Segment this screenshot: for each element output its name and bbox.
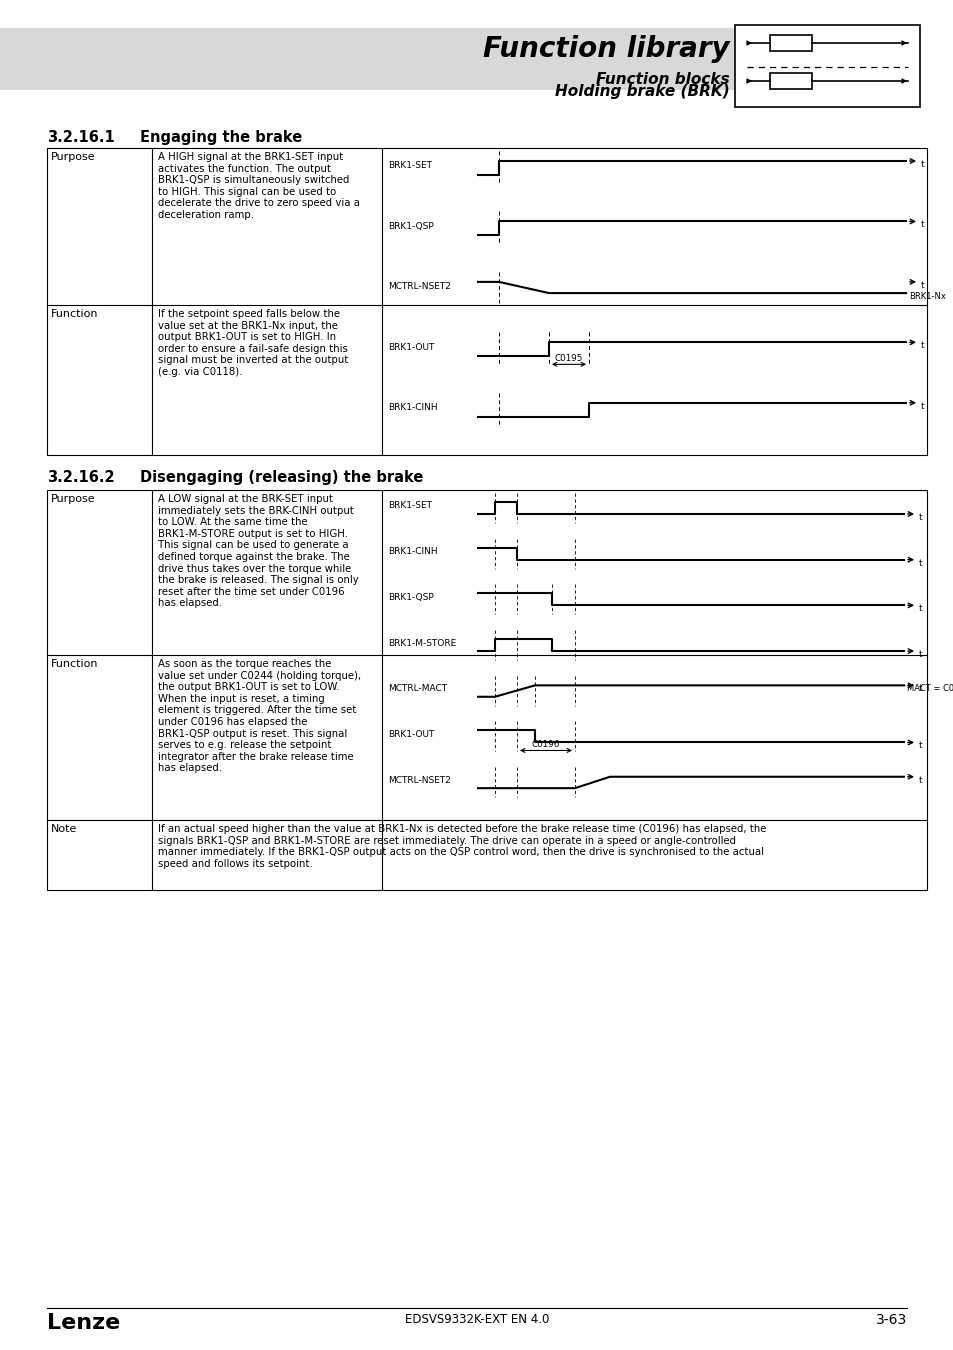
Text: t: t <box>918 776 922 784</box>
Bar <box>734 26 919 107</box>
Text: 3-63: 3-63 <box>875 1314 906 1327</box>
Text: BRK1-SET: BRK1-SET <box>388 501 432 510</box>
Text: t: t <box>920 220 923 230</box>
Text: BRK1-OUT: BRK1-OUT <box>388 343 434 352</box>
Text: 3.2.16.2: 3.2.16.2 <box>47 470 114 485</box>
Text: BRK1-Nx: BRK1-Nx <box>908 292 944 301</box>
Text: MCTRL-NSET2: MCTRL-NSET2 <box>388 776 451 784</box>
Text: BRK1-SET: BRK1-SET <box>388 162 432 170</box>
Text: t: t <box>920 342 923 351</box>
Text: t: t <box>918 513 922 522</box>
Bar <box>47 148 926 455</box>
Text: If the setpoint speed falls below the
value set at the BRK1-Nx input, the
output: If the setpoint speed falls below the va… <box>158 309 348 377</box>
Text: MCTRL-NSET2: MCTRL-NSET2 <box>388 282 451 292</box>
Text: t: t <box>920 281 923 290</box>
Text: t: t <box>918 605 922 613</box>
Text: MACT = C0244: MACT = C0244 <box>906 684 953 694</box>
Text: t: t <box>918 651 922 659</box>
Text: t: t <box>920 402 923 410</box>
Text: Lenze: Lenze <box>47 1314 120 1332</box>
Text: Function: Function <box>51 309 98 319</box>
Text: As soon as the torque reaches the
value set under C0244 (holding torque),
the ou: As soon as the torque reaches the value … <box>158 659 361 774</box>
Text: BRK1-M-STORE: BRK1-M-STORE <box>388 639 456 648</box>
Text: Engaging the brake: Engaging the brake <box>140 130 302 144</box>
Bar <box>47 490 926 890</box>
Text: C0195: C0195 <box>555 354 582 363</box>
Text: Purpose: Purpose <box>51 153 95 162</box>
Text: Function blocks: Function blocks <box>596 72 729 86</box>
Text: BRK1-QSP: BRK1-QSP <box>388 593 434 602</box>
Text: Purpose: Purpose <box>51 494 95 504</box>
Text: A LOW signal at the BRK-SET input
immediately sets the BRK-CINH output
to LOW. A: A LOW signal at the BRK-SET input immedi… <box>158 494 358 609</box>
Text: BRK1-CINH: BRK1-CINH <box>388 404 437 412</box>
Text: Note: Note <box>51 824 77 834</box>
Text: t: t <box>920 161 923 169</box>
Text: Function: Function <box>51 659 98 670</box>
Text: t: t <box>918 559 922 568</box>
Text: C0196: C0196 <box>532 740 559 749</box>
Text: 3.2.16.1: 3.2.16.1 <box>47 130 114 144</box>
Text: Function library: Function library <box>483 35 729 63</box>
Text: If an actual speed higher than the value at BRK1-Nx is detected before the brake: If an actual speed higher than the value… <box>158 824 765 869</box>
Bar <box>0 28 734 90</box>
Text: t: t <box>918 741 922 751</box>
Text: BRK1-QSP: BRK1-QSP <box>388 221 434 231</box>
Text: A HIGH signal at the BRK1-SET input
activates the function. The output
BRK1-QSP : A HIGH signal at the BRK1-SET input acti… <box>158 153 359 220</box>
Text: Disengaging (releasing) the brake: Disengaging (releasing) the brake <box>140 470 423 485</box>
Text: Holding brake (BRK): Holding brake (BRK) <box>555 84 729 99</box>
Bar <box>769 73 811 89</box>
Bar <box>769 35 811 51</box>
Text: BRK1-CINH: BRK1-CINH <box>388 547 437 556</box>
Text: MCTRL-MACT: MCTRL-MACT <box>388 684 447 694</box>
Text: BRK1-OUT: BRK1-OUT <box>388 730 434 738</box>
Text: EDSVS9332K-EXT EN 4.0: EDSVS9332K-EXT EN 4.0 <box>404 1314 549 1326</box>
Text: t: t <box>918 684 922 694</box>
